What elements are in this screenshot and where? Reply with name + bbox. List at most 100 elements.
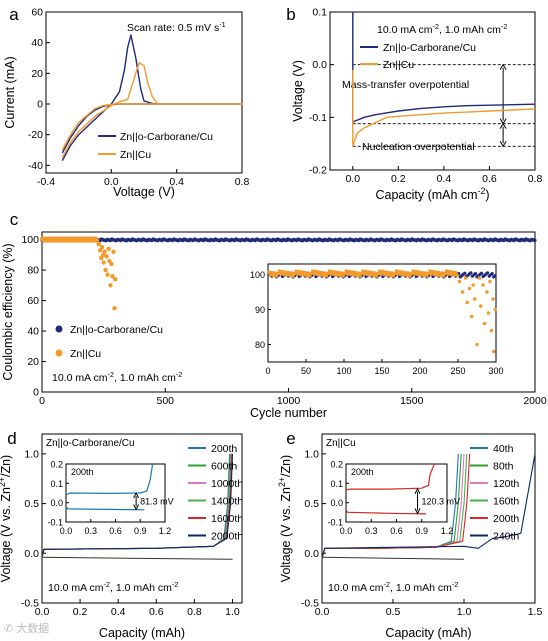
panel-e-x-tick-label: 1.0	[457, 606, 472, 618]
panel-e-inset-curve	[345, 509, 427, 515]
panel-b-legend-label: Zn||Cu	[383, 59, 414, 71]
panel-c-inset-orange-point	[400, 270, 405, 274]
panel-c-inset-x-tick-label: 250	[450, 366, 465, 376]
panel-label-c: c	[10, 210, 19, 229]
panel-c-x-tick-label: 0	[39, 395, 45, 407]
panel-b-y-tick-label: -0.2	[309, 165, 327, 177]
panel-c-inset-orange-point	[350, 270, 355, 274]
panel-c-inset-drop-point	[481, 283, 485, 287]
panel-d-frame	[41, 433, 243, 604]
panel-d-title: Zn||o-Carborane/Cu	[46, 438, 135, 449]
panel-e-curve	[321, 453, 536, 559]
panel-e-title: Zn||Cu	[326, 438, 356, 449]
panel-e-legend-label: 240th	[493, 531, 519, 543]
panel-a-frame	[45, 11, 243, 174]
panel-c-navy-point	[533, 238, 537, 243]
panel-c-inset-x-tick-label: 50	[301, 366, 311, 376]
panel-e-condition: 10.0 mA cm-2, 1.0 mAh cm-2	[328, 580, 458, 595]
panel-c-inset-orange-point	[323, 271, 327, 275]
panel-c-orange-drop-point	[99, 245, 105, 250]
panel-e-inset-curve	[345, 463, 435, 491]
panel-c-inset-drop-point	[488, 279, 492, 284]
panel-c-y-tick-label: 100	[21, 234, 39, 246]
panel-d-legend-label: 1000th	[211, 478, 243, 490]
panel-d-inset-y-tick-label: -0.1	[47, 518, 63, 528]
panel-d-inset-y-tick-label: 0.2	[50, 460, 63, 470]
panel-a-y-tick-label: 40	[31, 37, 43, 49]
panel-c-inset-orange-point	[317, 270, 321, 274]
panel-b-y-tick-label: -0.1	[309, 112, 327, 124]
panel-c-inset-orange-point	[356, 271, 361, 275]
panel-b-legend-label: Zn||o-Carborane/Cu	[383, 42, 476, 54]
panel-e-x-tick-label: 0.5	[386, 606, 401, 618]
panel-d-y-tick-label: 0.0	[24, 548, 39, 560]
panel-d-inset-curve	[65, 463, 154, 496]
panel-c-y-tick-label: 60	[27, 295, 39, 307]
panel-c-inset-orange-point	[300, 270, 305, 274]
panel-c-inset-orange-point	[320, 270, 324, 275]
panel-c-inset-drop-point	[486, 311, 491, 315]
panel-c-inset-orange-point	[330, 269, 335, 274]
panel-c-inset-navy-point	[463, 271, 467, 275]
panel-e-x-tick-label: 0.0	[315, 606, 330, 618]
panel-c-inset-drop-point	[467, 286, 472, 291]
panel-e-inset-label: 200th	[351, 467, 374, 477]
panel-c-orange-point	[94, 238, 100, 243]
panel-c-inset-drop-point	[493, 307, 498, 312]
panel-a-y-tick-label: 0	[37, 99, 43, 111]
panel-c-inset-x-tick-label: 100	[336, 366, 351, 376]
panel-c-inset-orange-point	[411, 269, 416, 273]
panel-c-orange-drop-point	[101, 260, 106, 265]
panel-c-inset-drop-point	[485, 290, 489, 294]
panel-e-frame	[321, 433, 536, 604]
panel-d-legend-label: 2000th	[211, 531, 243, 543]
panel-b-x-tick-label: 0.0	[345, 173, 360, 185]
panel-c-y-tick-label: 40	[27, 326, 39, 338]
panel-d-y-tick-label: 1.0	[24, 448, 39, 460]
panel-e-inset-arrow-head	[414, 487, 421, 494]
panel-c-inset-orange-point	[455, 273, 460, 278]
panel-c-inset-x-tick-label: 150	[374, 366, 389, 376]
panel-c-inset-navy-point	[486, 271, 490, 275]
panel-c-inset-navy-point	[490, 272, 494, 276]
panel-c-y-tick-label: 80	[27, 265, 39, 277]
panel-c-inset-drop-point	[477, 276, 482, 280]
panel-b-series-line	[352, 69, 536, 148]
panel-c-inset-orange-point	[397, 269, 402, 274]
panel-c-inset-orange-point	[267, 270, 271, 274]
panel-c-inset-orange-point	[314, 269, 318, 274]
panel-d-strip-line	[41, 556, 233, 560]
panel-c-inset-orange-point	[333, 270, 338, 274]
panel-a-y-tick-label: -20	[28, 129, 43, 141]
panel-c-x-tick-label: 2000	[523, 395, 547, 407]
panel-d-legend-label: 1600th	[211, 513, 243, 525]
panel-c-inset-orange-point	[447, 269, 452, 274]
panel-c-legend-label: Zn||o-Carborane/Cu	[70, 324, 163, 336]
panel-c-inset-orange-point	[377, 269, 382, 273]
panel-a-y-tick-label: -40	[28, 160, 43, 172]
panel-a-series-line	[61, 61, 243, 159]
panel-d-x-tick-label: 0.0	[35, 606, 50, 618]
panel-e-legend-label: 120th	[493, 478, 519, 490]
panel-e-x-tick-label: 1.5	[528, 606, 543, 618]
panel-c-inset-orange-point	[347, 269, 352, 274]
panel-c-orange-drop-point	[106, 246, 111, 251]
panel-d-x-tick-label: 0.4	[111, 606, 126, 618]
panel-b-y-tick-label: 0.1	[312, 7, 327, 19]
panel-c-orange-drop-point	[103, 267, 108, 273]
panel-c-y-tick-label: 20	[27, 356, 39, 368]
panel-d-inset-arrow-head	[133, 504, 140, 511]
panel-c-inset-orange-point	[286, 270, 291, 275]
panel-c-inset-orange-point	[450, 270, 455, 274]
panel-d-inset-x-tick-label: 0.9	[134, 526, 147, 536]
panel-a-legend-label: Zn||o-Carborane/Cu	[120, 131, 213, 143]
panel-b-frame	[329, 11, 536, 171]
panel-c-inset-orange-point	[280, 269, 285, 274]
panel-d-inset-y-tick-label: 0.0	[50, 498, 63, 508]
panel-c-inset-orange-point	[440, 271, 444, 275]
panel-c-inset-drop-point	[472, 297, 477, 301]
panel-d-legend-label: 200th	[211, 443, 237, 455]
panel-e-inset-y-tick-label: 0.2	[330, 460, 343, 470]
panel-c-inset-navy-point	[469, 271, 473, 275]
